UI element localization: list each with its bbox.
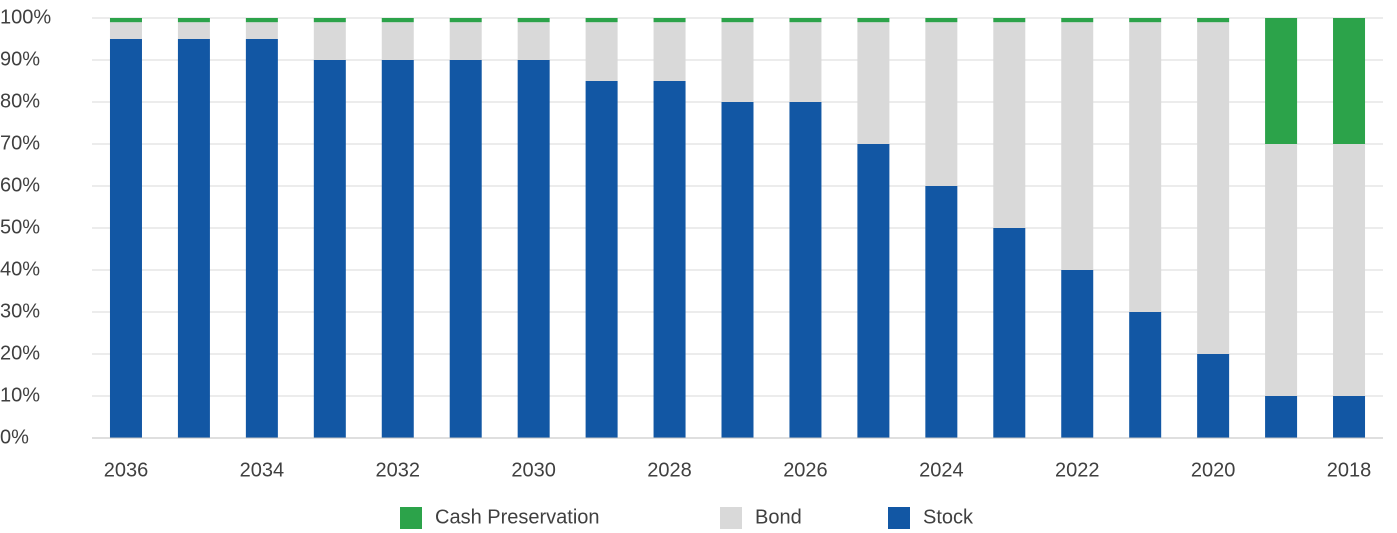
y-tick-label: 70%	[0, 132, 40, 154]
bar-segment	[517, 18, 550, 23]
bar-segment	[993, 22, 1026, 229]
y-tick-label: 20%	[0, 342, 40, 364]
bar-segment	[925, 186, 958, 438]
bar-segment	[857, 18, 890, 23]
bar-segment	[993, 228, 1026, 438]
bar-segment	[1129, 312, 1162, 438]
bar-segment	[1061, 22, 1094, 271]
bar-segment	[585, 81, 618, 438]
bar-segment	[857, 22, 890, 145]
bar-segment	[585, 22, 618, 81]
y-tick-label: 80%	[0, 90, 40, 112]
bar-segment	[245, 39, 278, 438]
bar-segment	[177, 18, 210, 23]
y-tick-label: 60%	[0, 174, 40, 196]
bar-segment	[381, 22, 414, 60]
y-tick-label: 90%	[0, 48, 40, 70]
bar-segment	[313, 22, 346, 60]
x-tick-label: 2018	[1327, 459, 1372, 481]
bar-segment	[449, 60, 482, 438]
bar-segment	[517, 60, 550, 438]
bar-segment	[857, 144, 890, 438]
bar-segment	[1333, 18, 1366, 144]
bar-segment	[313, 18, 346, 23]
x-tick-label: 2032	[376, 459, 421, 481]
y-tick-label: 50%	[0, 216, 40, 238]
y-tick-label: 100%	[0, 6, 51, 28]
bar-segment	[1333, 396, 1366, 438]
bar-segment	[993, 18, 1026, 23]
y-tick-label: 30%	[0, 300, 40, 322]
bar-segment	[789, 18, 822, 23]
bar-segment	[517, 22, 550, 60]
bar-segment	[585, 18, 618, 23]
legend-swatch	[400, 507, 422, 529]
bar-segment	[449, 22, 482, 60]
legend-label: Cash Preservation	[435, 506, 600, 528]
bar-segment	[109, 39, 142, 438]
bar-segment	[721, 22, 754, 103]
legend-swatch	[720, 507, 742, 529]
x-tick-label: 2030	[511, 459, 556, 481]
bar-segment	[653, 18, 686, 23]
bar-segment	[789, 22, 822, 103]
bar-segment	[245, 22, 278, 39]
bar-segment	[721, 18, 754, 23]
bar-segment	[1333, 144, 1366, 396]
x-tick-label: 2022	[1055, 459, 1100, 481]
bar-segment	[381, 60, 414, 438]
bar-segment	[1129, 22, 1162, 312]
x-tick-label: 2026	[783, 459, 828, 481]
bar-segment	[109, 18, 142, 23]
x-tick-label: 2036	[104, 459, 149, 481]
legend-label: Bond	[755, 506, 802, 528]
bar-segment	[1197, 22, 1230, 354]
bar-segment	[1061, 270, 1094, 438]
bar-segment	[177, 22, 210, 39]
bar-segment	[1265, 396, 1298, 438]
bar-segment	[1265, 144, 1298, 396]
bar-segment	[925, 22, 958, 187]
bar-segment	[1197, 354, 1230, 438]
y-tick-label: 40%	[0, 258, 40, 280]
bar-segment	[721, 102, 754, 438]
bar-segment	[177, 39, 210, 438]
bar-segment	[653, 81, 686, 438]
bar-segment	[449, 18, 482, 23]
bar-segment	[381, 18, 414, 23]
x-tick-label: 2020	[1191, 459, 1236, 481]
bar-segment	[1197, 18, 1230, 23]
x-tick-label: 2034	[240, 459, 285, 481]
bar-segment	[1265, 18, 1298, 144]
bar-segment	[1061, 18, 1094, 23]
y-tick-label: 10%	[0, 384, 40, 406]
bar-segment	[925, 18, 958, 23]
x-tick-label: 2028	[647, 459, 692, 481]
x-tick-label: 2024	[919, 459, 964, 481]
bar-segment	[653, 22, 686, 81]
bar-segment	[109, 22, 142, 39]
legend-label: Stock	[923, 506, 974, 528]
bar-segment	[245, 18, 278, 23]
bar-segment	[789, 102, 822, 438]
bar-segment	[313, 60, 346, 438]
legend-swatch	[888, 507, 910, 529]
bar-segment	[1129, 18, 1162, 23]
y-tick-label: 0%	[0, 426, 29, 448]
